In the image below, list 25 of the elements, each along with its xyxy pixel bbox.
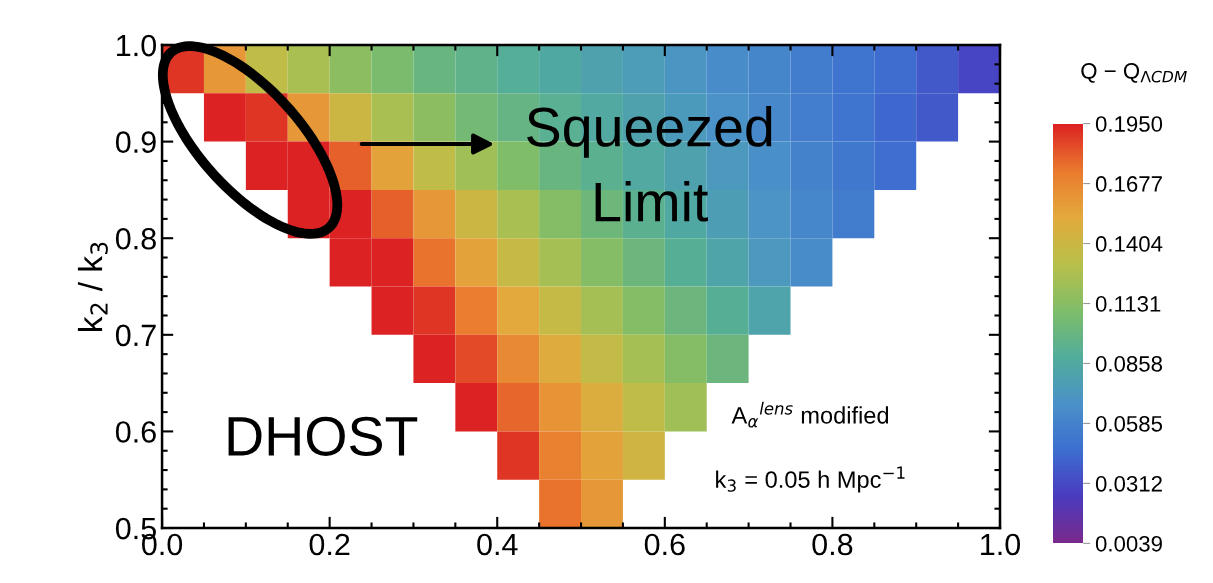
- x-tick-label: 1.0: [981, 533, 1021, 556]
- annotation: k$_{3}$ = 0.05 h Mpc$^{−1}$: [716, 466, 905, 493]
- y-tick-label: 0.6: [115, 421, 156, 443]
- annotation: Squeezed: [527, 106, 772, 158]
- color-bar-label: 0.0312: [1095, 475, 1162, 492]
- color-bar-label: 0.1950: [1095, 116, 1163, 132]
- x-tick-label: 0.6: [644, 533, 685, 556]
- color-bar-title: Q − Q$_{ΛCDM}$: [1081, 63, 1187, 83]
- color-bar-label: 0.0585: [1095, 415, 1163, 432]
- color-bar-label: 0.1677: [1095, 176, 1162, 192]
- x-tick-label: 0.8: [812, 533, 853, 556]
- x-tick-label: 0.4: [477, 533, 518, 556]
- y-tick-label: 0.7: [115, 324, 156, 347]
- color-bar-label: 0.0039: [1095, 535, 1162, 552]
- y-tick-label: 0.8: [115, 227, 156, 250]
- annotation: A$_{α}$$^{lens}$ modified: [731, 401, 889, 428]
- annotation: DHOST: [228, 416, 418, 456]
- y-tick-label: 1.0: [117, 34, 156, 57]
- annotation: Limit: [595, 180, 708, 222]
- x-tick-label: 0.2: [309, 533, 350, 556]
- y-axis-title: k$_{2}$ / k$_{3}$: [77, 242, 108, 331]
- color-bar-label: 0.1404: [1095, 236, 1163, 252]
- color-bar-label: 0.1131: [1095, 296, 1161, 312]
- color-bar-label: 0.0858: [1095, 355, 1163, 372]
- y-tick-label: 0.9: [115, 131, 156, 153]
